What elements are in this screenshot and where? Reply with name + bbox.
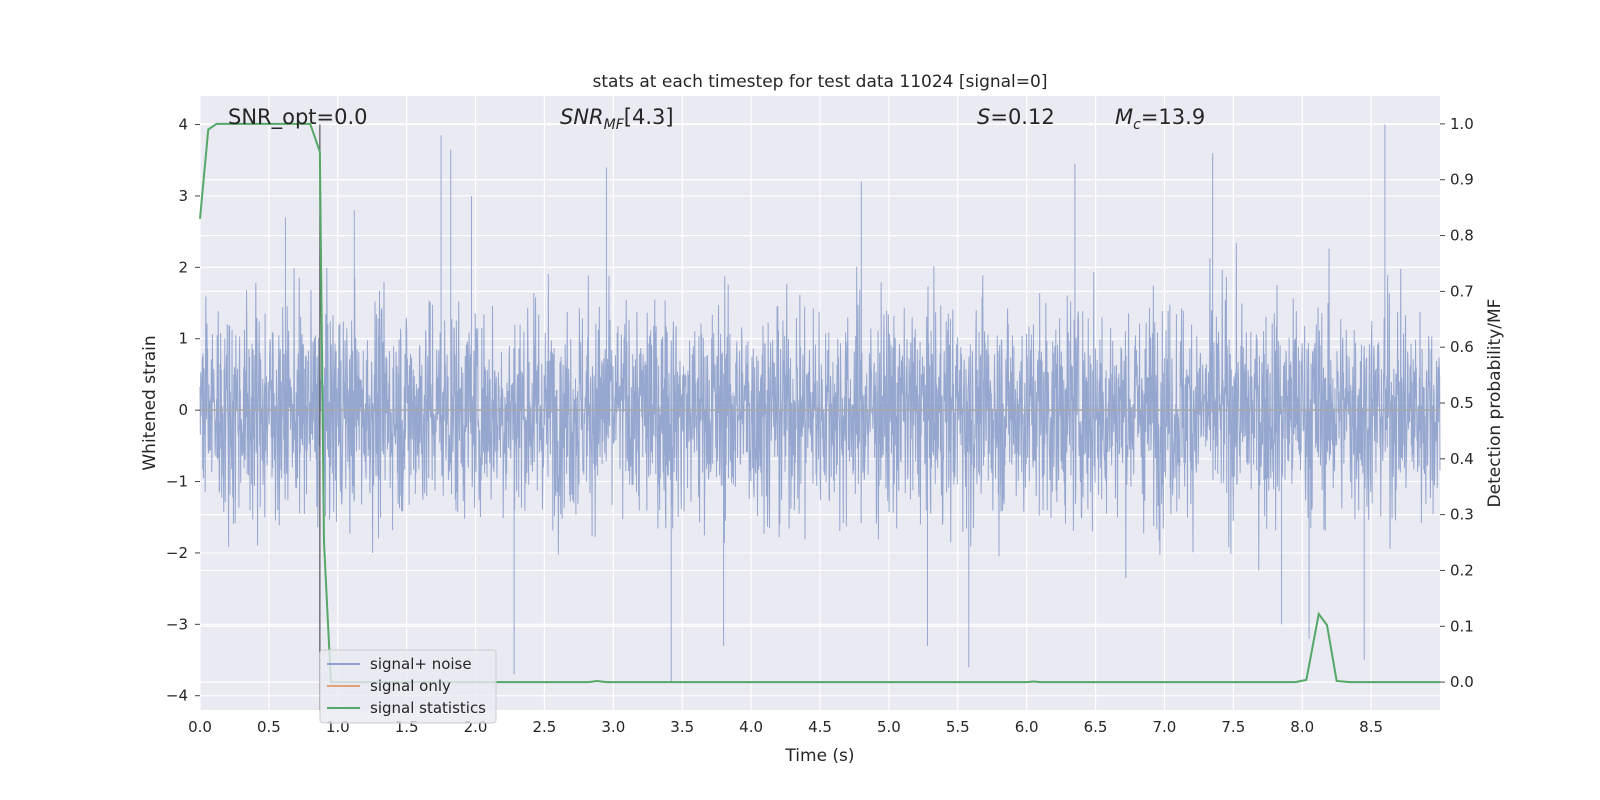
x-axis-ticks: 0.0 0.5 1.0 1.5 2.0 2.5 3.0 3.5 4.0 4.5 5.0 5.5 6.0 6… (188, 718, 1383, 736)
signal-statistics-line (199, 122, 1440, 684)
legend-label-noise: signal+ noise (370, 655, 472, 673)
legend-box (319, 649, 497, 724)
y2-axis-ticks: 0.0 0.1 0.2 0.3 0.4 0.5 0.6 0.7 0.8 0.9 1.0 (1440, 115, 1474, 691)
x-tick-label: 0.5 (257, 718, 281, 736)
x-tick-label: 7.0 (1153, 718, 1177, 736)
annotation-s-value: =0.12 (990, 105, 1054, 129)
x-tick-label: 3.0 (601, 718, 625, 736)
y2-tick-label: 0.9 (1450, 171, 1474, 189)
y-axis-ticks: −4 −3 −2 −1 0 1 2 3 4 (166, 116, 200, 705)
y2-tick-label: 0.2 (1450, 561, 1474, 579)
x-tick-label: 5.5 (946, 718, 970, 736)
y-tick-label: −3 (166, 615, 188, 633)
x-tick-label: 5.0 (877, 718, 901, 736)
y-tick-label: −2 (166, 544, 188, 562)
legend-label-statistics: signal statistics (370, 699, 486, 717)
x-tick-label: 6.0 (1015, 718, 1039, 736)
x-tick-label: 4.5 (808, 718, 832, 736)
y-axis-label: Whitened strain (140, 335, 160, 470)
y-tick-label: 0 (178, 401, 188, 419)
y2-tick-label: 1.0 (1450, 115, 1474, 133)
chart-title: stats at each timestep for test data 110… (593, 72, 1048, 92)
y2-tick-label: 0.3 (1450, 506, 1474, 524)
legend: signal+ noise signal only signal statist… (319, 649, 497, 724)
y2-tick-label: 0.0 (1450, 673, 1474, 691)
y-tick-label: 1 (178, 330, 188, 348)
y-tick-label: 3 (178, 187, 188, 205)
y2-tick-label: 0.1 (1450, 617, 1474, 635)
y2-tick-label: 0.4 (1450, 450, 1474, 468)
x-tick-label: 8.5 (1359, 718, 1383, 736)
x-tick-label: 7.5 (1221, 718, 1245, 736)
annotation-s: S=0.12 (977, 105, 1055, 129)
x-tick-label: 6.5 (1084, 718, 1108, 736)
annotation-mc-value: =13.9 (1141, 105, 1205, 129)
y2-axis-label: Detection probability/MF (1485, 299, 1505, 508)
y2-tick-label: 0.5 (1450, 394, 1474, 412)
annotation-snr-mf-value: [4.3] (624, 105, 674, 129)
y2-tick-label: 0.7 (1450, 282, 1474, 300)
x-tick-label: 2.5 (533, 718, 557, 736)
x-tick-label: 4.0 (739, 718, 763, 736)
y-tick-label: 2 (178, 258, 188, 276)
x-tick-label: 0.0 (188, 718, 212, 736)
signal-noise-line (199, 124, 1441, 682)
noise-series (199, 124, 1441, 682)
x-tick-label: 3.5 (670, 718, 694, 736)
y2-tick-label: 0.8 (1450, 227, 1474, 245)
y-tick-label: 4 (178, 116, 188, 134)
annotation-mc: Mc=13.9 (1115, 105, 1205, 133)
y2-tick-label: 0.6 (1450, 338, 1474, 356)
y-tick-label: −1 (166, 473, 188, 491)
legend-label-signal: signal only (370, 677, 451, 695)
statistics-series (199, 122, 1440, 684)
x-tick-label: 8.0 (1290, 718, 1314, 736)
y-tick-label: −4 (166, 687, 188, 705)
annotation-snr-mf: SNRMF[4.3] (560, 105, 674, 133)
annotation-snr-opt: SNR_opt=0.0 (228, 105, 368, 130)
x-axis-label: Time (s) (784, 746, 854, 766)
